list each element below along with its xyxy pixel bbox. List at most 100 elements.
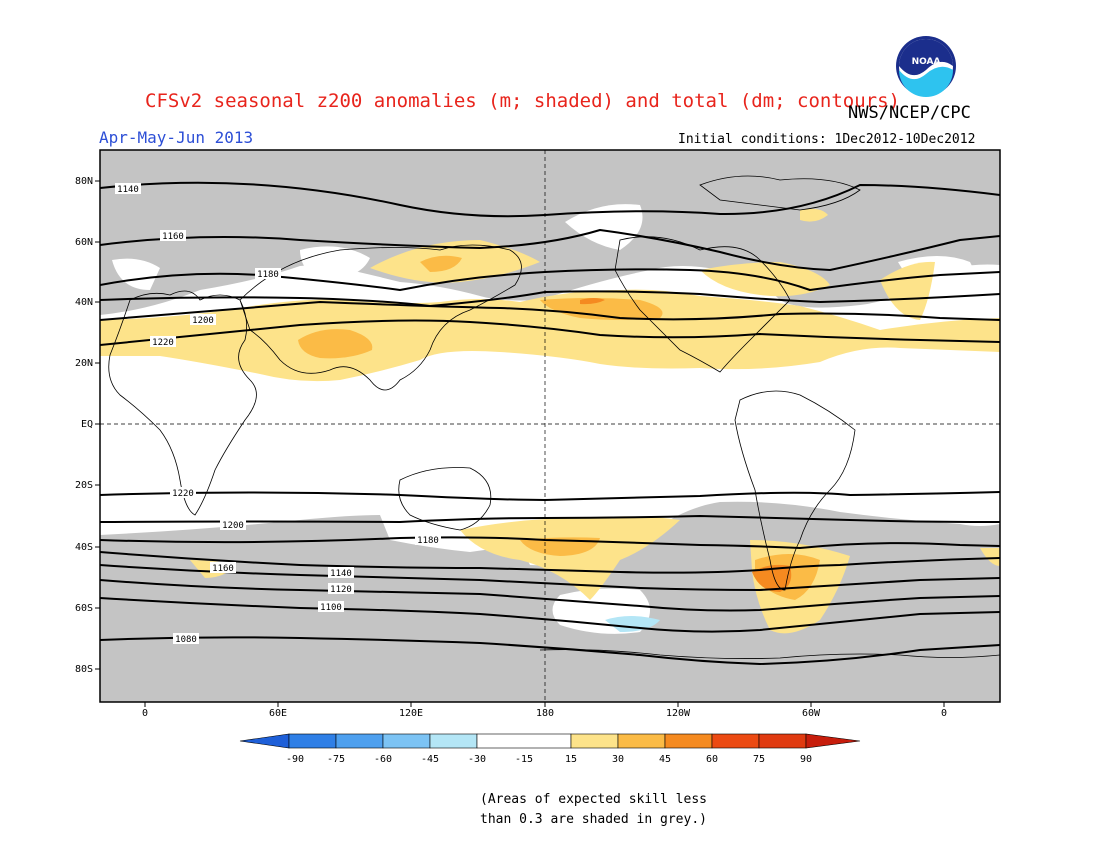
colorbar-swatch — [617, 733, 666, 749]
svg-text:1200: 1200 — [192, 316, 214, 326]
svg-text:40S: 40S — [75, 542, 93, 553]
contour-labels: 1140 1160 1180 1200 1220 1220 1200 1180 … — [115, 183, 441, 645]
colorbar-swatch — [476, 733, 572, 749]
contour-label: 1220 — [150, 336, 176, 348]
lat-label: 60S — [75, 603, 100, 614]
colorbar-tick: 15 — [565, 754, 577, 765]
colorbar-arrow-left — [239, 733, 290, 749]
initial-conditions: Initial conditions: 1Dec2012-10Dec2012 — [678, 132, 976, 147]
svg-text:1160: 1160 — [212, 564, 234, 574]
svg-text:0: 0 — [142, 708, 148, 719]
lon-label: 0 — [941, 702, 947, 719]
map-title: CFSv2 seasonal z200 anomalies (m; shaded… — [145, 90, 900, 112]
colorbar-swatch — [758, 733, 807, 749]
colorbar-tick: 90 — [800, 754, 812, 765]
colorbar-tick: -30 — [468, 754, 486, 765]
svg-text:60N: 60N — [75, 237, 93, 248]
svg-text:1080: 1080 — [175, 635, 197, 645]
svg-text:1140: 1140 — [117, 185, 139, 195]
contour-label: 1140 — [115, 183, 141, 195]
colorbar-swatch — [288, 733, 337, 749]
lat-label: 80N — [75, 176, 100, 187]
svg-text:1140: 1140 — [330, 569, 352, 579]
colorbar-tick: 30 — [612, 754, 624, 765]
svg-text:20N: 20N — [75, 358, 93, 369]
svg-text:20S: 20S — [75, 480, 93, 491]
colorbar-tick: 75 — [753, 754, 765, 765]
height-contours — [100, 181, 1000, 666]
contour-label: 1220 — [170, 487, 196, 499]
svg-text:180: 180 — [536, 708, 554, 719]
colorbar-swatch — [570, 733, 619, 749]
map-frame — [99, 149, 1001, 703]
skill-note-line-2: than 0.3 are shaded in grey.) — [480, 812, 707, 827]
contour-label: 1180 — [255, 268, 281, 280]
colorbar-tick: -75 — [327, 754, 345, 765]
svg-text:1220: 1220 — [152, 338, 174, 348]
svg-text:1220: 1220 — [172, 489, 194, 499]
svg-text:1120: 1120 — [330, 585, 352, 595]
lat-label: 60N — [75, 237, 100, 248]
svg-text:1100: 1100 — [320, 603, 342, 613]
svg-text:120W: 120W — [666, 708, 691, 719]
colorbar-swatch — [711, 733, 760, 749]
lat-label: 20S — [75, 480, 100, 491]
contour-label: 1100 — [318, 601, 344, 613]
latitude-axis: 80N 60N 40N 20N EQ 20S 40S 60S 80S — [75, 176, 100, 675]
svg-text:NOAA: NOAA — [912, 57, 941, 67]
svg-text:80N: 80N — [75, 176, 93, 187]
lat-label: 40N — [75, 297, 100, 308]
svg-text:60W: 60W — [802, 708, 821, 719]
lon-label: 60E — [269, 702, 287, 719]
skill-note-line-1: (Areas of expected skill less — [480, 792, 707, 807]
svg-text:0: 0 — [941, 708, 947, 719]
contour-label: 1160 — [210, 562, 236, 574]
svg-text:40N: 40N — [75, 297, 93, 308]
svg-text:120E: 120E — [399, 708, 423, 719]
contour-label: 1180 — [415, 534, 441, 546]
lon-label: 0 — [142, 702, 148, 719]
lat-label: 80S — [75, 664, 100, 675]
colorbar-ticks: -90 -75 -60 -45 -30 -15 15 30 45 60 75 9… — [286, 754, 812, 765]
colorbar-swatch — [429, 733, 478, 749]
svg-text:60E: 60E — [269, 708, 287, 719]
contour-label: 1080 — [173, 633, 199, 645]
contour-label: 1200 — [190, 314, 216, 326]
svg-text:1200: 1200 — [222, 521, 244, 531]
agency-label: NWS/NCEP/CPC — [848, 103, 971, 123]
svg-text:60S: 60S — [75, 603, 93, 614]
positive-anomaly-shading — [100, 208, 1000, 634]
colorbar-tick: -15 — [515, 754, 533, 765]
lat-label: 20N — [75, 358, 100, 369]
colorbar-tick: -90 — [286, 754, 304, 765]
contour-label: 1140 — [328, 567, 354, 579]
contour-label: 1200 — [220, 519, 246, 531]
colorbar-swatch — [335, 733, 384, 749]
contour-label: 1120 — [328, 583, 354, 595]
colorbar-swatch — [382, 733, 431, 749]
longitude-axis: 0 60E 120E 180 120W 60W 0 — [142, 702, 947, 719]
lat-label: 40S — [75, 542, 100, 553]
colorbar-swatch — [664, 733, 713, 749]
lon-label: 60W — [802, 702, 821, 719]
colorbar-tick: 60 — [706, 754, 718, 765]
lon-label: 120E — [399, 702, 423, 719]
lat-label: EQ — [81, 419, 100, 430]
svg-text:1160: 1160 — [162, 232, 184, 242]
colorbar-tick: -45 — [421, 754, 439, 765]
colorbar-tick: 45 — [659, 754, 671, 765]
colorbar-tick: -60 — [374, 754, 392, 765]
forecast-period: Apr-May-Jun 2013 — [99, 128, 254, 147]
map-plot-area: 1140 1160 1180 1200 1220 1220 1200 1180 … — [100, 150, 1000, 702]
lon-label: 180 — [536, 702, 554, 719]
noaa-logo-icon: NOAA — [896, 36, 956, 97]
svg-text:1180: 1180 — [257, 270, 279, 280]
svg-text:80S: 80S — [75, 664, 93, 675]
colorbar — [239, 733, 861, 749]
svg-text:EQ: EQ — [81, 419, 93, 430]
lon-label: 120W — [666, 702, 691, 719]
svg-text:1180: 1180 — [417, 536, 439, 546]
contour-label: 1160 — [160, 230, 186, 242]
colorbar-arrow-right — [805, 733, 861, 749]
